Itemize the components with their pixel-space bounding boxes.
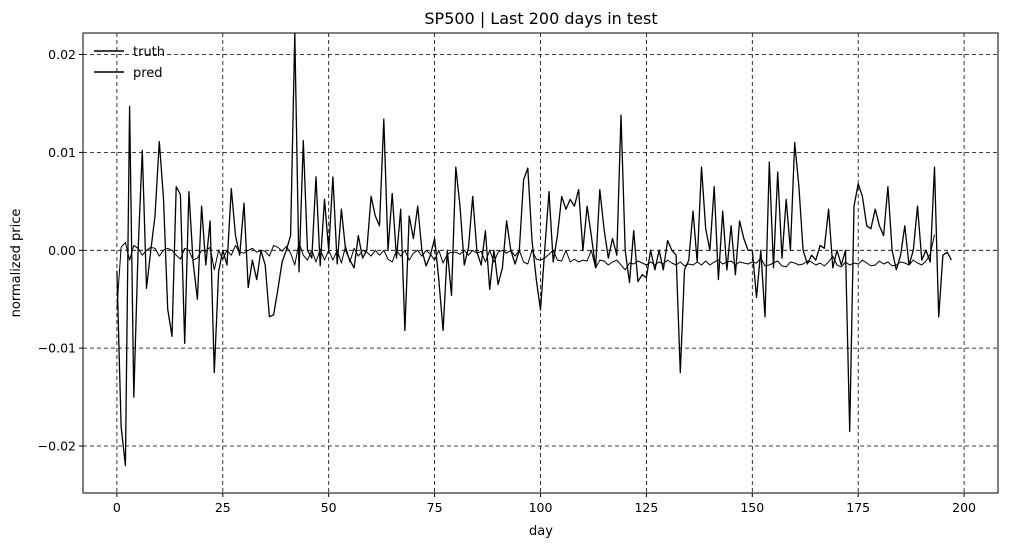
x-tick-label: 75	[427, 500, 443, 515]
chart-title: SP500 | Last 200 days in test	[424, 9, 657, 28]
x-tick-label: 200	[952, 500, 976, 515]
x-tick-label: 125	[634, 500, 658, 515]
series-line-truth	[116, 33, 952, 467]
grid-lines	[83, 33, 998, 493]
x-tick-label: 50	[321, 500, 337, 515]
y-axis-ticks: −0.02 −0.01 0.00 0.01 0.02	[38, 47, 83, 454]
x-tick-label: 0	[113, 500, 121, 515]
y-tick-label: 0.00	[48, 243, 76, 258]
x-tick-label: 150	[740, 500, 764, 515]
legend: truth pred	[94, 45, 165, 81]
x-axis-ticks: 0 25 50 75 100 125 150 175 200	[113, 493, 976, 515]
x-axis-label: day	[529, 524, 553, 539]
y-tick-label: 0.02	[48, 47, 76, 62]
series-line-pred	[116, 234, 935, 310]
legend-label-pred: pred	[133, 66, 163, 81]
y-tick-label: −0.01	[38, 341, 76, 356]
x-tick-label: 100	[529, 500, 553, 515]
y-tick-label: 0.01	[48, 145, 76, 160]
series-lines	[116, 33, 952, 467]
x-tick-label: 175	[846, 500, 870, 515]
legend-label-truth: truth	[133, 45, 165, 60]
y-tick-label: −0.02	[38, 439, 76, 454]
x-tick-label: 25	[215, 500, 231, 515]
y-axis-label: normalized price	[9, 209, 24, 318]
